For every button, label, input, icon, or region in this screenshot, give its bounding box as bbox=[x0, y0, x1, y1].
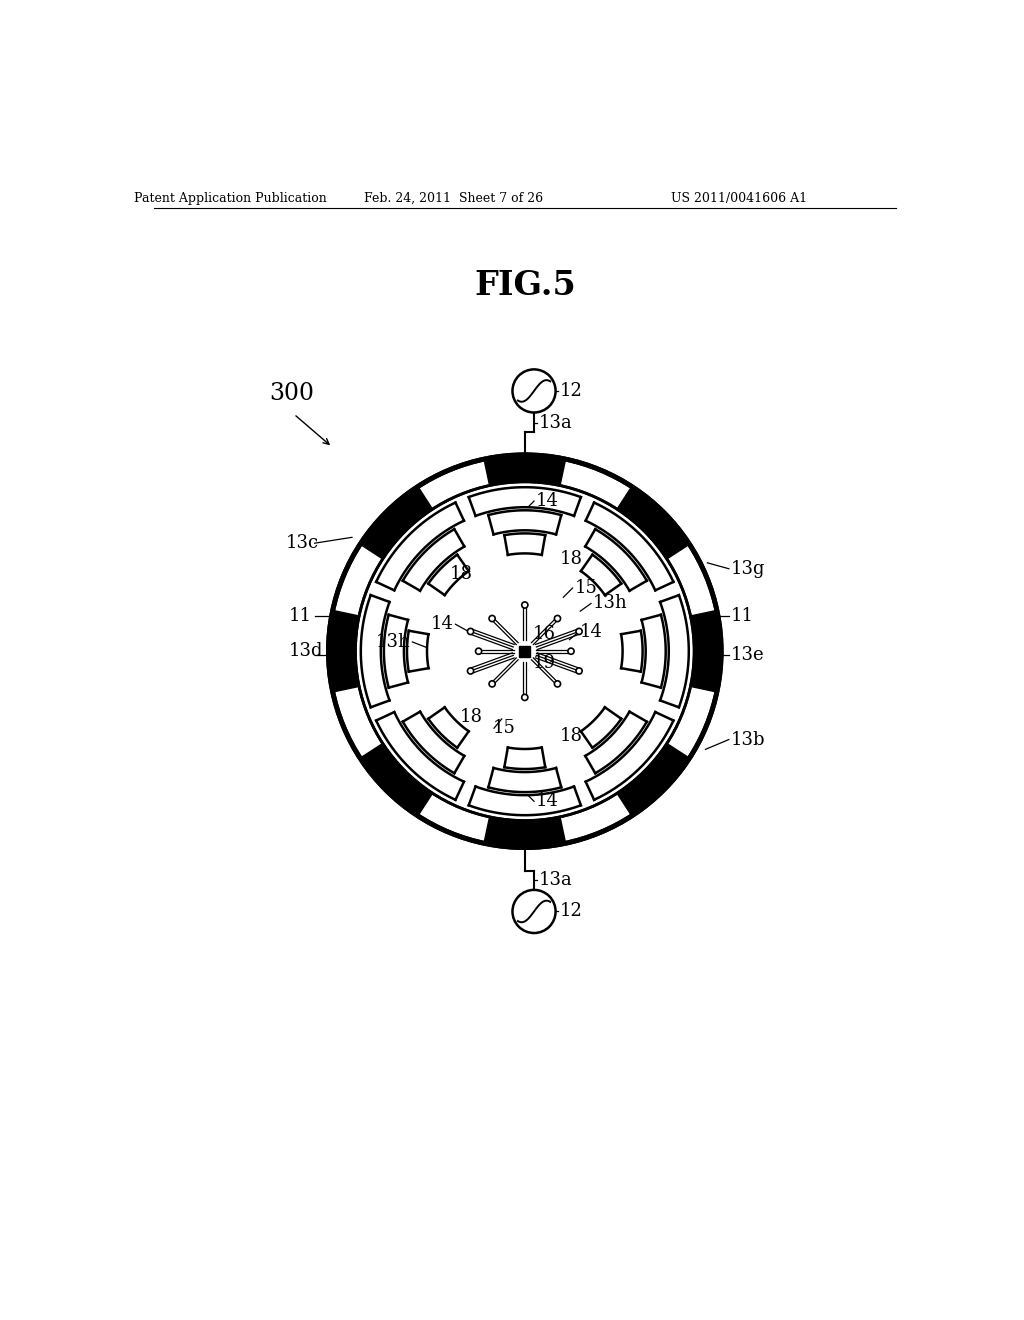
Text: 15: 15 bbox=[493, 719, 515, 737]
Text: 14: 14 bbox=[431, 615, 454, 634]
Text: 16: 16 bbox=[532, 626, 555, 643]
Polygon shape bbox=[617, 487, 689, 558]
Circle shape bbox=[467, 628, 474, 635]
Text: Feb. 24, 2011  Sheet 7 of 26: Feb. 24, 2011 Sheet 7 of 26 bbox=[365, 191, 544, 205]
Circle shape bbox=[575, 628, 583, 635]
Circle shape bbox=[475, 648, 481, 655]
Text: 12: 12 bbox=[559, 903, 583, 920]
Text: 13h: 13h bbox=[593, 594, 628, 612]
Text: 13c: 13c bbox=[286, 535, 319, 552]
Circle shape bbox=[554, 615, 560, 622]
Circle shape bbox=[467, 668, 474, 675]
Text: 14: 14 bbox=[536, 492, 558, 510]
Text: 18: 18 bbox=[559, 550, 583, 568]
Text: 13a: 13a bbox=[539, 413, 572, 432]
Polygon shape bbox=[484, 455, 565, 484]
Bar bbox=[519, 645, 530, 656]
Text: 11: 11 bbox=[289, 607, 311, 624]
Circle shape bbox=[489, 615, 496, 622]
Circle shape bbox=[489, 681, 496, 686]
Text: 19: 19 bbox=[532, 653, 555, 672]
Polygon shape bbox=[484, 817, 565, 846]
Text: 300: 300 bbox=[269, 381, 314, 405]
Polygon shape bbox=[691, 611, 720, 692]
Text: 13b: 13b bbox=[730, 730, 765, 748]
Polygon shape bbox=[360, 744, 432, 816]
Polygon shape bbox=[330, 611, 358, 692]
Text: 13g: 13g bbox=[730, 560, 765, 578]
Circle shape bbox=[521, 694, 528, 701]
Text: 18: 18 bbox=[460, 708, 482, 726]
Text: 14: 14 bbox=[536, 792, 558, 810]
Text: 14: 14 bbox=[581, 623, 603, 642]
Polygon shape bbox=[617, 744, 689, 816]
Polygon shape bbox=[360, 487, 432, 558]
Circle shape bbox=[329, 455, 721, 847]
Circle shape bbox=[575, 668, 583, 675]
Text: 13h: 13h bbox=[376, 634, 411, 651]
Text: 15: 15 bbox=[574, 579, 598, 597]
Circle shape bbox=[521, 602, 528, 609]
Text: 13a: 13a bbox=[539, 871, 572, 888]
Text: 11: 11 bbox=[730, 607, 754, 624]
Text: 13e: 13e bbox=[730, 645, 764, 664]
Text: 18: 18 bbox=[451, 565, 473, 583]
Circle shape bbox=[568, 648, 574, 655]
Text: 18: 18 bbox=[559, 727, 583, 744]
Text: 12: 12 bbox=[559, 381, 583, 400]
Circle shape bbox=[554, 681, 560, 686]
Text: Patent Application Publication: Patent Application Publication bbox=[134, 191, 327, 205]
Text: 13d: 13d bbox=[289, 643, 323, 660]
Text: US 2011/0041606 A1: US 2011/0041606 A1 bbox=[671, 191, 807, 205]
Text: FIG.5: FIG.5 bbox=[474, 269, 575, 302]
